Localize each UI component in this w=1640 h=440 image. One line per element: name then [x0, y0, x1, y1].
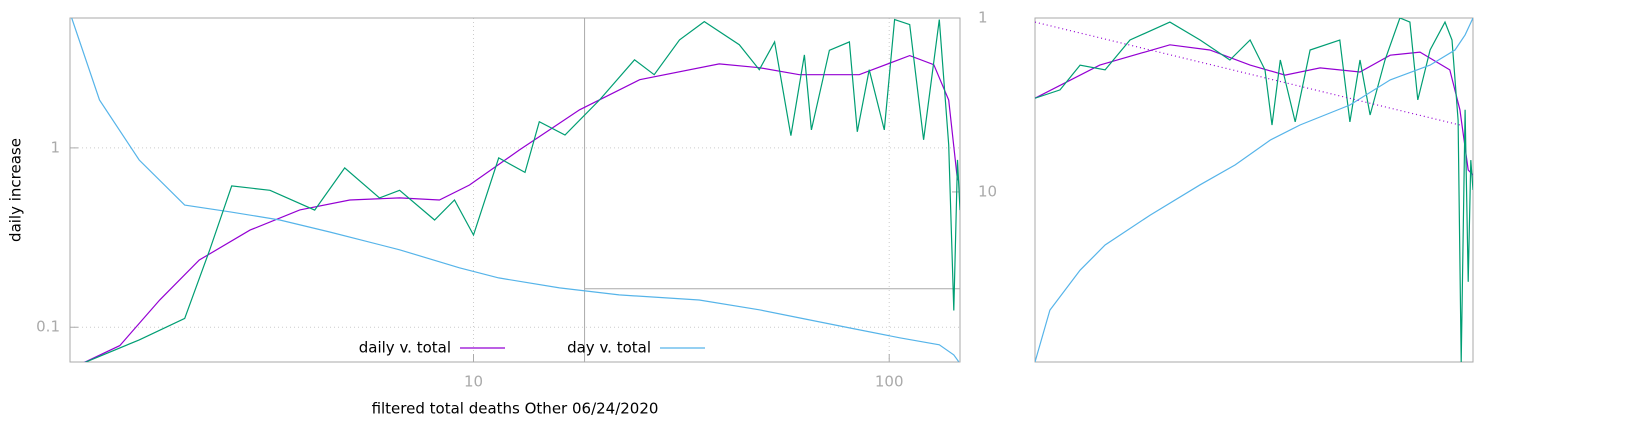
y-axis-label: daily increase	[7, 138, 25, 242]
legend-label: daily v. total	[359, 339, 451, 357]
series-line	[71, 18, 960, 362]
series-line	[1035, 44, 1473, 176]
series-line	[84, 18, 960, 362]
x-tick-label: 10	[464, 373, 483, 391]
legend-label: day v. total	[567, 339, 651, 357]
x-axis-label: filtered total deaths Other 06/24/2020	[372, 400, 659, 418]
series-line	[83, 54, 959, 362]
series-line	[1035, 21, 1461, 126]
y2-tick-label: 10	[978, 182, 997, 200]
y2-tick-label: 1	[978, 9, 988, 27]
y-tick-label: 0.1	[36, 318, 60, 336]
x-tick-label: 100	[875, 373, 904, 391]
y-tick-label: 1	[50, 138, 60, 156]
series-line	[1035, 18, 1473, 362]
series-line	[1035, 18, 1473, 362]
plot-border	[69, 17, 961, 363]
